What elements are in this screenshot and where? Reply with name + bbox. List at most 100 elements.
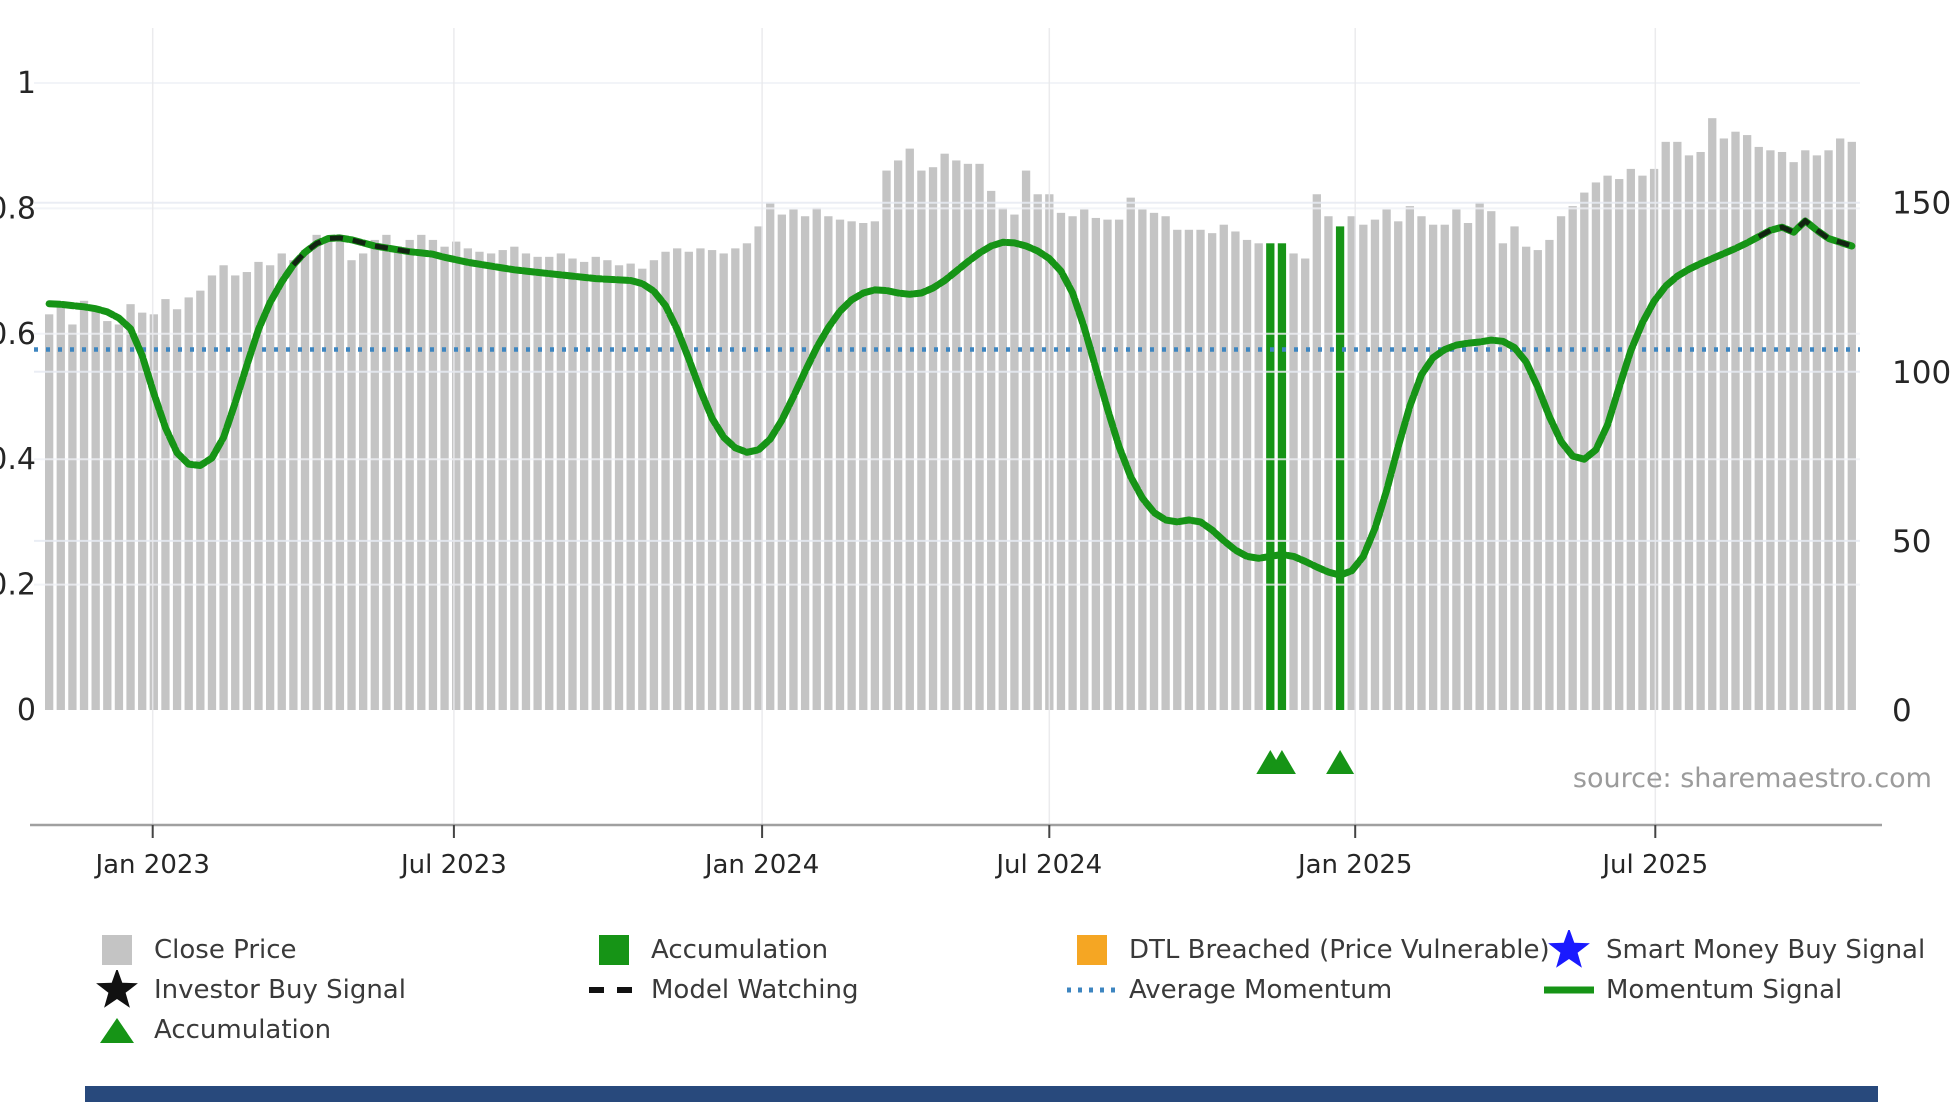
close-price-bar: [1347, 216, 1356, 710]
y-left-tick-label: 1: [17, 66, 36, 101]
close-price-bar: [824, 216, 833, 710]
close-price-bar: [68, 324, 77, 710]
close-price-bar: [452, 241, 461, 711]
close-price-bar: [510, 246, 519, 710]
close-price-bar: [882, 170, 891, 711]
legend-marker: [1063, 930, 1121, 970]
accumulation-swatch: [599, 935, 629, 965]
close-price-bar: [1731, 131, 1740, 710]
legend-column: Smart Money Buy Signal Momentum Signal: [1540, 930, 1925, 1010]
close-price-bar: [1056, 212, 1066, 711]
close-price-bar: [649, 260, 659, 710]
close-price-bar: [800, 216, 810, 710]
momentum-signal-line: [45, 217, 1856, 579]
close-price-bar: [1126, 197, 1135, 710]
close-price-bar: [1091, 217, 1100, 710]
close-price-bar: [1615, 179, 1624, 711]
momentum-signal-line-icon: [1544, 986, 1594, 994]
close-price-bar: [1254, 243, 1263, 711]
close-price-bar: [1847, 141, 1856, 711]
close-price-bar: [428, 239, 438, 711]
close-price-bar: [1417, 216, 1426, 710]
close-price-bar: [277, 253, 286, 710]
close-price-bar: [545, 256, 554, 710]
close-price-bar: [1114, 219, 1124, 710]
legend-item: Investor Buy Signal: [88, 970, 406, 1010]
close-price-bar: [265, 265, 275, 710]
close-price-bar: [1208, 233, 1217, 710]
close-price-bar: [684, 251, 693, 710]
close-price-bar: [626, 263, 635, 710]
close-price-bar: [172, 309, 182, 710]
close-price-bar: [905, 148, 914, 711]
close-price-bar: [382, 234, 391, 710]
close-price-bar: [114, 324, 124, 710]
legend-marker: [1063, 970, 1121, 1010]
close-price-bar: [1289, 253, 1298, 710]
close-price-bar: [835, 219, 845, 710]
accumulation-bar: [1335, 226, 1345, 710]
smart-money-star-icon: [1548, 930, 1590, 968]
close-price-bar: [1545, 239, 1554, 711]
close-price-bar: [1777, 151, 1787, 711]
close-price-bar: [1440, 224, 1449, 710]
close-price-bar: [777, 214, 786, 710]
close-price-bar: [1149, 212, 1159, 711]
close-price-bar: [1428, 224, 1438, 710]
y-left-tick-label: 0: [17, 693, 36, 728]
accumulation-triangle-icon: [100, 1018, 134, 1043]
close-price-bar: [1184, 229, 1194, 710]
legend-label: Smart Money Buy Signal: [1606, 935, 1926, 965]
close-price-bar: [859, 223, 868, 710]
close-price-bar: [1696, 151, 1705, 711]
close-price-bar: [870, 221, 880, 710]
accumulation-marker: [1267, 750, 1296, 774]
close-price-bar: [370, 239, 379, 711]
close-price-bar: [591, 256, 600, 710]
close-price-bar: [1580, 192, 1589, 710]
close-price-bar: [475, 251, 484, 710]
legend-label: Close Price: [154, 935, 297, 965]
close-price-bar: [1033, 194, 1042, 710]
close-price-bar: [254, 261, 263, 710]
close-price-bar: [1359, 224, 1368, 710]
legend-label: Accumulation: [651, 935, 829, 965]
close-price-bar: [138, 312, 147, 710]
close-price-bar: [498, 250, 507, 710]
close-price-bar: [45, 314, 54, 710]
accumulation-bar: [1277, 243, 1287, 711]
close-price-bar: [1103, 219, 1112, 710]
close-price-bar: [1487, 211, 1496, 711]
close-price-bar: [1498, 243, 1508, 711]
chart-legend: Close Price Investor Buy Signal Accumulati…: [0, 930, 1960, 1060]
close-price-bar: [463, 248, 472, 710]
close-price-bar: [1824, 150, 1833, 711]
close-price-bar: [952, 160, 961, 710]
y-right-tick-label: 50: [1892, 524, 1931, 560]
close-price-bar: [1219, 224, 1228, 710]
close-price-bar: [1021, 170, 1031, 711]
close-price-bar: [1522, 246, 1531, 710]
close-price-bar: [405, 239, 414, 711]
close-price-bar: [1719, 138, 1729, 710]
close-price-bar: [1533, 250, 1542, 710]
close-price-bar: [184, 297, 193, 710]
close-price-bar: [707, 250, 717, 710]
y-right-tick-label: 150: [1892, 186, 1951, 222]
y-left-tick-label: 0.2: [0, 568, 36, 603]
close-price-bar: [1370, 219, 1380, 710]
y-left-tick-label: 0.4: [0, 442, 36, 477]
x-tick-label: Jan 2025: [1296, 850, 1413, 880]
close-price-bar: [1312, 194, 1321, 710]
y-left-tick-label: 0.8: [0, 191, 36, 226]
close-price-bar: [1812, 155, 1822, 710]
legend-label: Average Momentum: [1129, 975, 1393, 1005]
dtl-breached-swatch: [1077, 935, 1107, 965]
close-price-bar: [766, 202, 775, 710]
close-price-bar: [347, 260, 356, 710]
close-price-bar: [556, 253, 566, 710]
close-price-bar: [1231, 231, 1240, 710]
x-tick-label: Jul 2023: [399, 850, 507, 880]
legend-marker: [1540, 930, 1598, 970]
x-tick-label: Jan 2024: [703, 850, 820, 880]
